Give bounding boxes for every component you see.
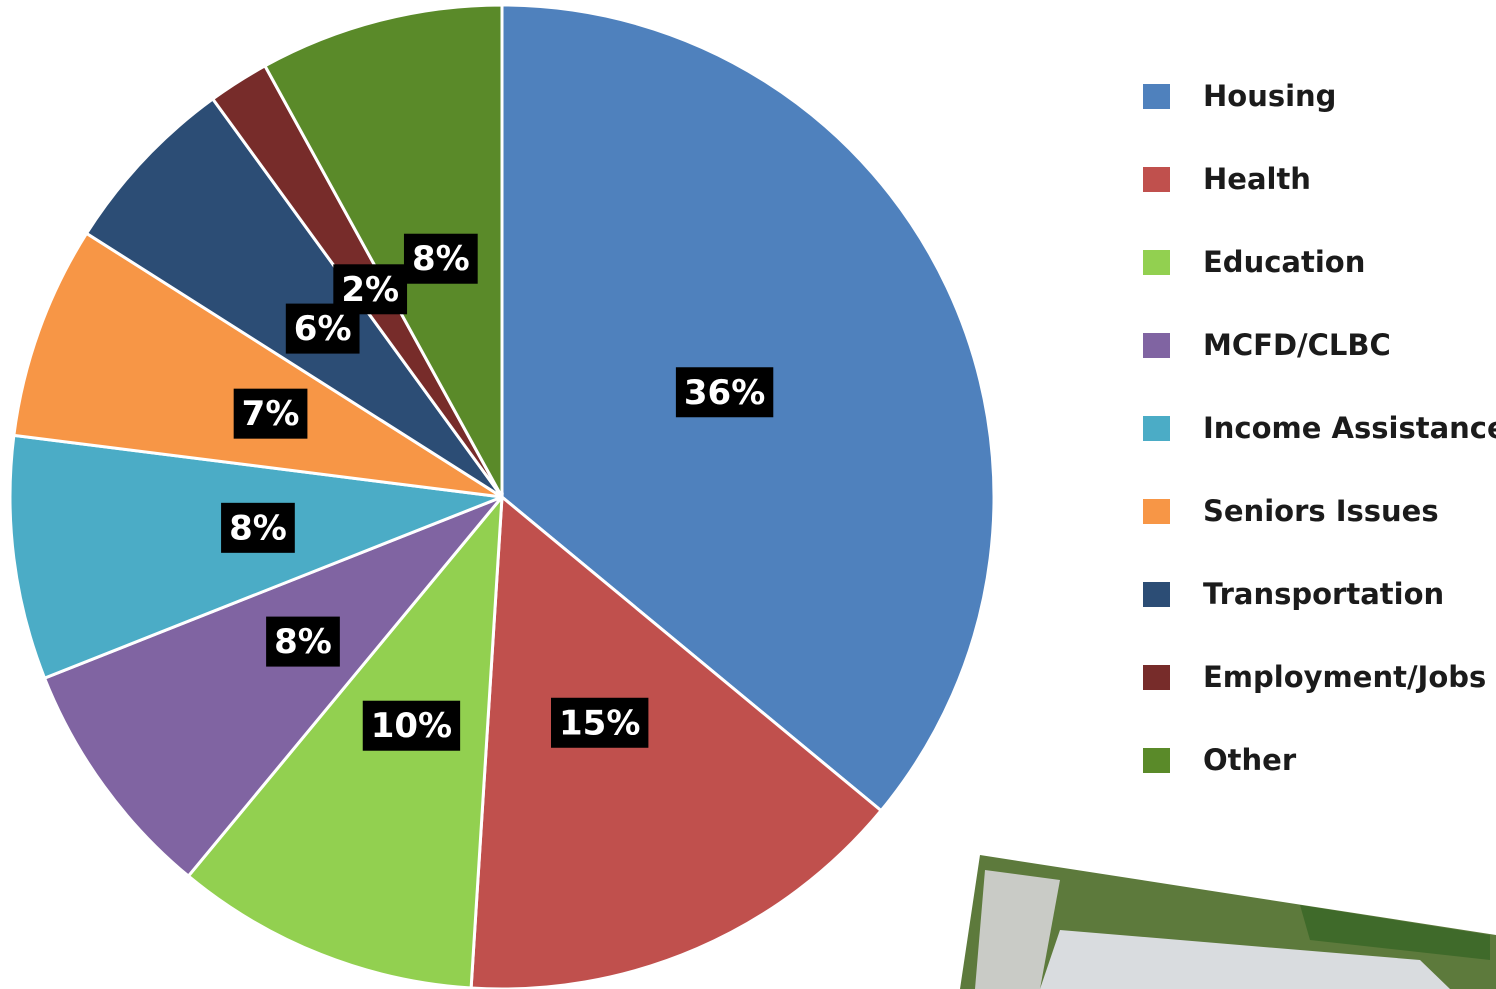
legend-text: Employment/Jobs: [1203, 660, 1486, 694]
legend-swatch: [1143, 416, 1170, 441]
legend-swatch: [1143, 582, 1170, 607]
value-label: 8%: [229, 508, 287, 548]
value-label-group: 8%: [221, 503, 295, 553]
value-label-group: 2%: [333, 264, 407, 314]
legend: Housing Health Education MCFD/CLBC Income As…: [1143, 79, 1496, 777]
legend-text: Seniors Issues: [1203, 494, 1439, 528]
chart: 36% 15% 10% 8% 8% 7% 6%2% 8% Housing Health Educa…: [0, 0, 1496, 989]
value-label-group: 8%: [266, 617, 340, 667]
value-label-group: 8%: [404, 234, 478, 284]
value-label: 2%: [341, 270, 399, 310]
value-label-group: 10%: [363, 701, 460, 751]
value-label-group: 36%: [676, 367, 773, 417]
value-label: 8%: [412, 239, 470, 279]
legend-text: MCFD/CLBC: [1203, 328, 1391, 362]
photo: [960, 855, 1496, 989]
value-label-group: 15%: [551, 698, 648, 748]
legend-text: Transportation: [1203, 577, 1444, 611]
legend-swatch: [1143, 250, 1170, 275]
pie: [10, 5, 994, 989]
value-label: 15%: [559, 703, 640, 743]
legend-swatch: [1143, 499, 1170, 524]
legend-swatch: [1143, 84, 1170, 109]
legend-swatch: [1143, 665, 1170, 690]
legend-text: Income Assistance: [1203, 411, 1496, 445]
legend-swatch: [1143, 748, 1170, 773]
legend-text: Housing: [1203, 79, 1336, 113]
legend-swatch: [1143, 333, 1170, 358]
value-label: 8%: [274, 622, 332, 662]
legend-swatch: [1143, 167, 1170, 192]
value-label: 7%: [242, 394, 300, 434]
legend-text: Health: [1203, 162, 1311, 196]
legend-text: Other: [1203, 743, 1297, 777]
legend-text: Education: [1203, 245, 1365, 279]
value-label-group: 7%: [234, 389, 308, 439]
value-label: 10%: [371, 706, 452, 746]
value-label: 36%: [684, 373, 765, 413]
value-label: 6%: [294, 309, 352, 349]
